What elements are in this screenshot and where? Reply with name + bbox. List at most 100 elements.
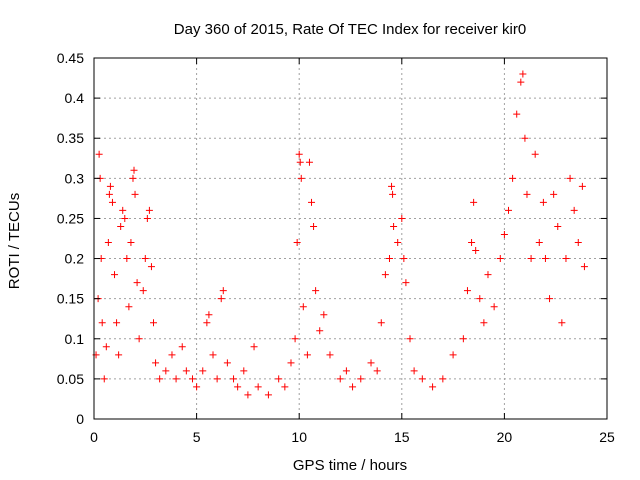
- data-point: [578, 182, 586, 190]
- data-point: [519, 70, 527, 78]
- data-point: [574, 239, 582, 247]
- data-point: [320, 311, 328, 319]
- data-point: [147, 263, 155, 271]
- data-point: [316, 327, 324, 335]
- data-point: [145, 206, 153, 214]
- data-point: [299, 303, 307, 311]
- data-point: [539, 198, 547, 206]
- data-point: [139, 287, 147, 295]
- data-point: [281, 383, 289, 391]
- y-tick-label: 0.05: [57, 371, 84, 387]
- data-point: [297, 174, 305, 182]
- x-axis-title: GPS time / hours: [293, 457, 407, 474]
- data-point: [123, 255, 131, 263]
- data-point: [152, 359, 160, 367]
- data-point: [484, 271, 492, 279]
- data-point: [367, 359, 375, 367]
- y-tick-label: 0.1: [65, 331, 85, 347]
- data-point: [100, 375, 108, 383]
- data-point: [135, 335, 143, 343]
- data-point: [193, 383, 201, 391]
- data-point: [463, 287, 471, 295]
- data-point: [125, 303, 133, 311]
- data-point: [349, 383, 357, 391]
- data-point: [293, 239, 301, 247]
- data-point: [558, 319, 566, 327]
- data-point: [162, 367, 170, 375]
- data-point: [223, 359, 231, 367]
- data-point: [117, 222, 125, 230]
- data-point: [121, 214, 129, 222]
- data-point: [111, 271, 119, 279]
- y-axis-title: ROTI / TECUs: [6, 193, 23, 289]
- data-point: [517, 78, 525, 86]
- data-point: [342, 367, 350, 375]
- data-point: [127, 239, 135, 247]
- data-point: [389, 190, 397, 198]
- data-point: [385, 255, 393, 263]
- data-point: [213, 375, 221, 383]
- data-point: [308, 198, 316, 206]
- data-point: [143, 214, 151, 222]
- data-point: [449, 351, 457, 359]
- data-point: [209, 351, 217, 359]
- data-point: [168, 351, 176, 359]
- data-point: [429, 383, 437, 391]
- data-point: [250, 343, 258, 351]
- data-point: [296, 158, 304, 166]
- data-point: [305, 158, 313, 166]
- data-point: [291, 335, 299, 343]
- data-point: [550, 190, 558, 198]
- data-point: [234, 383, 242, 391]
- x-tick-label: 5: [193, 429, 201, 445]
- data-point: [275, 375, 283, 383]
- data-point: [570, 206, 578, 214]
- data-point: [141, 255, 149, 263]
- data-point: [102, 343, 110, 351]
- data-point: [390, 222, 398, 230]
- data-point: [496, 255, 504, 263]
- data-point: [394, 239, 402, 247]
- data-point: [513, 110, 521, 118]
- data-point: [490, 303, 498, 311]
- data-point: [566, 174, 574, 182]
- data-point: [295, 150, 303, 158]
- y-tick-label: 0.45: [57, 50, 84, 66]
- data-point: [219, 287, 227, 295]
- data-point: [240, 367, 248, 375]
- data-points: [92, 70, 588, 399]
- data-point: [546, 295, 554, 303]
- data-point: [254, 383, 262, 391]
- data-point: [150, 319, 158, 327]
- data-point: [230, 375, 238, 383]
- data-point: [541, 255, 549, 263]
- grid-lines: [94, 58, 607, 419]
- data-point: [287, 359, 295, 367]
- data-point: [312, 287, 320, 295]
- data-point: [476, 295, 484, 303]
- data-point: [156, 375, 164, 383]
- data-point: [172, 375, 180, 383]
- x-tick-label: 25: [599, 429, 615, 445]
- data-point: [406, 335, 414, 343]
- data-point: [188, 375, 196, 383]
- data-point: [472, 247, 480, 255]
- data-point: [459, 335, 467, 343]
- data-point: [108, 198, 116, 206]
- data-point: [398, 214, 406, 222]
- data-point: [113, 319, 121, 327]
- y-tick-label: 0: [76, 411, 84, 427]
- plot-frame: [93, 57, 608, 420]
- data-point: [217, 295, 225, 303]
- data-point: [402, 279, 410, 287]
- data-point: [203, 319, 211, 327]
- data-point: [554, 222, 562, 230]
- x-tick-label: 20: [497, 429, 513, 445]
- data-point: [264, 391, 272, 399]
- data-point: [580, 263, 588, 271]
- data-point: [562, 255, 570, 263]
- data-point: [115, 351, 123, 359]
- data-point: [357, 375, 365, 383]
- data-point: [535, 239, 543, 247]
